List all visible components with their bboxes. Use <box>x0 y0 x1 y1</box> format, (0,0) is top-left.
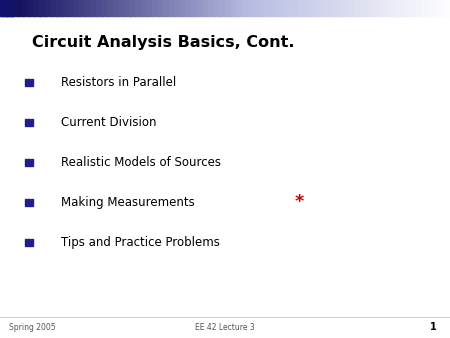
Bar <box>388 0 395 16</box>
Text: Current Division: Current Division <box>61 116 156 129</box>
Bar <box>433 0 440 16</box>
Bar <box>50 0 58 16</box>
Text: Spring 2005: Spring 2005 <box>9 323 56 332</box>
Bar <box>163 0 170 16</box>
Bar <box>259 0 266 16</box>
Text: Tips and Practice Problems: Tips and Practice Problems <box>61 236 220 249</box>
Bar <box>45 0 52 16</box>
Bar <box>40 0 46 16</box>
Bar <box>400 0 406 16</box>
Bar <box>315 0 322 16</box>
Bar <box>25 199 33 206</box>
Bar <box>175 0 181 16</box>
Bar <box>202 0 209 16</box>
Bar <box>124 0 131 16</box>
Bar <box>185 0 193 16</box>
Bar <box>191 0 198 16</box>
Bar <box>62 0 69 16</box>
Bar <box>220 0 226 16</box>
Bar <box>304 0 310 16</box>
Bar <box>25 159 33 166</box>
Bar <box>298 0 305 16</box>
Bar <box>265 0 271 16</box>
Bar <box>25 239 33 246</box>
Bar <box>225 0 232 16</box>
Text: *: * <box>295 193 304 212</box>
Bar <box>112 0 120 16</box>
Bar <box>382 0 389 16</box>
Bar <box>130 0 136 16</box>
Bar <box>90 0 97 16</box>
Bar <box>68 0 74 16</box>
Bar <box>158 0 165 16</box>
Text: Circuit Analysis Basics, Cont.: Circuit Analysis Basics, Cont. <box>32 35 294 50</box>
Bar <box>349 0 356 16</box>
Bar <box>410 0 418 16</box>
Bar <box>28 0 35 16</box>
Bar <box>214 0 220 16</box>
Bar <box>25 79 33 86</box>
Bar <box>180 0 187 16</box>
Bar <box>0 0 13 16</box>
Bar <box>445 0 450 16</box>
Bar <box>338 0 345 16</box>
Text: Realistic Models of Sources: Realistic Models of Sources <box>61 156 221 169</box>
Bar <box>281 0 288 16</box>
Bar <box>422 0 429 16</box>
Bar <box>270 0 277 16</box>
Bar <box>248 0 255 16</box>
Bar <box>73 0 80 16</box>
Bar <box>405 0 412 16</box>
Bar <box>355 0 361 16</box>
Bar <box>56 0 63 16</box>
Bar <box>371 0 378 16</box>
Bar <box>197 0 204 16</box>
Bar <box>140 0 148 16</box>
Bar <box>146 0 153 16</box>
Bar <box>95 0 103 16</box>
Bar <box>107 0 114 16</box>
Bar <box>320 0 328 16</box>
Bar <box>360 0 367 16</box>
Bar <box>101 0 108 16</box>
Bar <box>292 0 299 16</box>
Bar <box>118 0 125 16</box>
Bar <box>152 0 159 16</box>
Bar <box>253 0 260 16</box>
Text: Resistors in Parallel: Resistors in Parallel <box>61 76 176 89</box>
Bar <box>439 0 446 16</box>
Bar <box>394 0 400 16</box>
Text: 1: 1 <box>430 322 436 332</box>
Bar <box>428 0 434 16</box>
Bar <box>343 0 350 16</box>
Text: Making Measurements: Making Measurements <box>61 196 194 209</box>
Bar <box>332 0 339 16</box>
Bar <box>230 0 238 16</box>
Bar <box>85 0 91 16</box>
Bar <box>326 0 333 16</box>
Bar <box>22 0 30 16</box>
Bar <box>5 0 13 16</box>
Bar <box>25 119 33 126</box>
Bar <box>242 0 249 16</box>
Bar <box>275 0 283 16</box>
Bar <box>0 0 7 16</box>
Bar <box>34 0 40 16</box>
Bar <box>416 0 423 16</box>
Bar <box>365 0 373 16</box>
Bar <box>208 0 215 16</box>
Bar <box>236 0 243 16</box>
Bar <box>377 0 384 16</box>
Bar <box>11 0 18 16</box>
Bar <box>310 0 316 16</box>
Bar <box>79 0 86 16</box>
Bar <box>287 0 294 16</box>
Text: EE 42 Lecture 3: EE 42 Lecture 3 <box>195 323 255 332</box>
Bar <box>135 0 142 16</box>
Bar <box>169 0 176 16</box>
Bar <box>17 0 24 16</box>
